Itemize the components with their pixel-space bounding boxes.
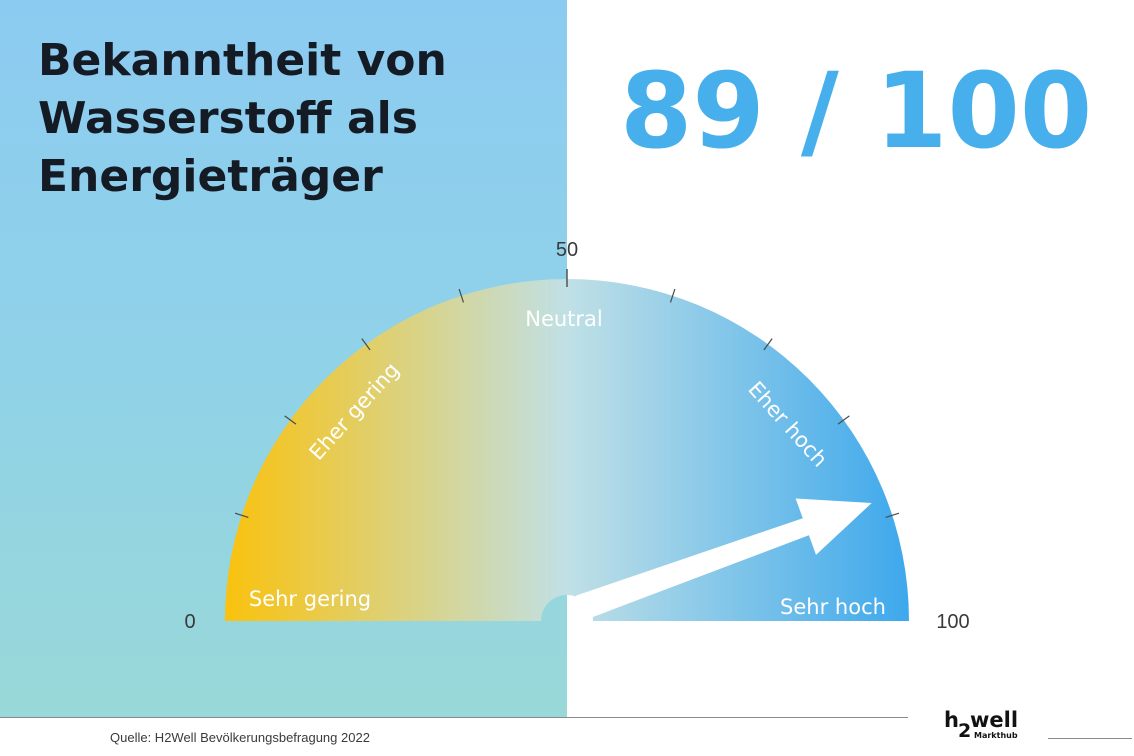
logo-subtitle: Markthub xyxy=(974,731,1018,740)
logo-well: well xyxy=(970,708,1019,732)
gauge-tick-60 xyxy=(669,288,676,303)
tick-label-100: 100 xyxy=(936,611,969,633)
logo-h: h xyxy=(944,708,959,732)
h2well-logo: h 2 well Markthub xyxy=(944,708,1034,748)
zone-label-sehr-hoch: Sehr hoch xyxy=(780,595,886,619)
gauge-tick-40 xyxy=(458,288,465,303)
footer-divider-right xyxy=(1048,738,1132,739)
gauge-arc xyxy=(225,279,909,621)
gauge-tick-30 xyxy=(361,338,371,351)
zone-label-sehr-gering: Sehr gering xyxy=(249,587,371,611)
gauge-needle xyxy=(575,498,872,621)
tick-label-50: 50 xyxy=(556,239,578,261)
tick-label-0: 0 xyxy=(184,611,195,633)
gauge-tick-10 xyxy=(234,512,249,519)
gauge-tick-70 xyxy=(763,338,773,351)
footer-divider xyxy=(0,717,908,718)
zone-label-neutral: Neutral xyxy=(525,307,603,331)
score-display: 89 / 100 xyxy=(620,50,1093,172)
gauge-tick-20 xyxy=(284,415,297,425)
gauge-tick-80 xyxy=(837,415,850,425)
source-note: Quelle: H2Well Bevölkerungsbefragung 202… xyxy=(110,730,370,745)
gauge-tick-90 xyxy=(885,512,900,519)
logo-two: 2 xyxy=(958,720,972,742)
chart-title: Bekanntheit von Wasserstoff als Energiet… xyxy=(38,35,447,202)
